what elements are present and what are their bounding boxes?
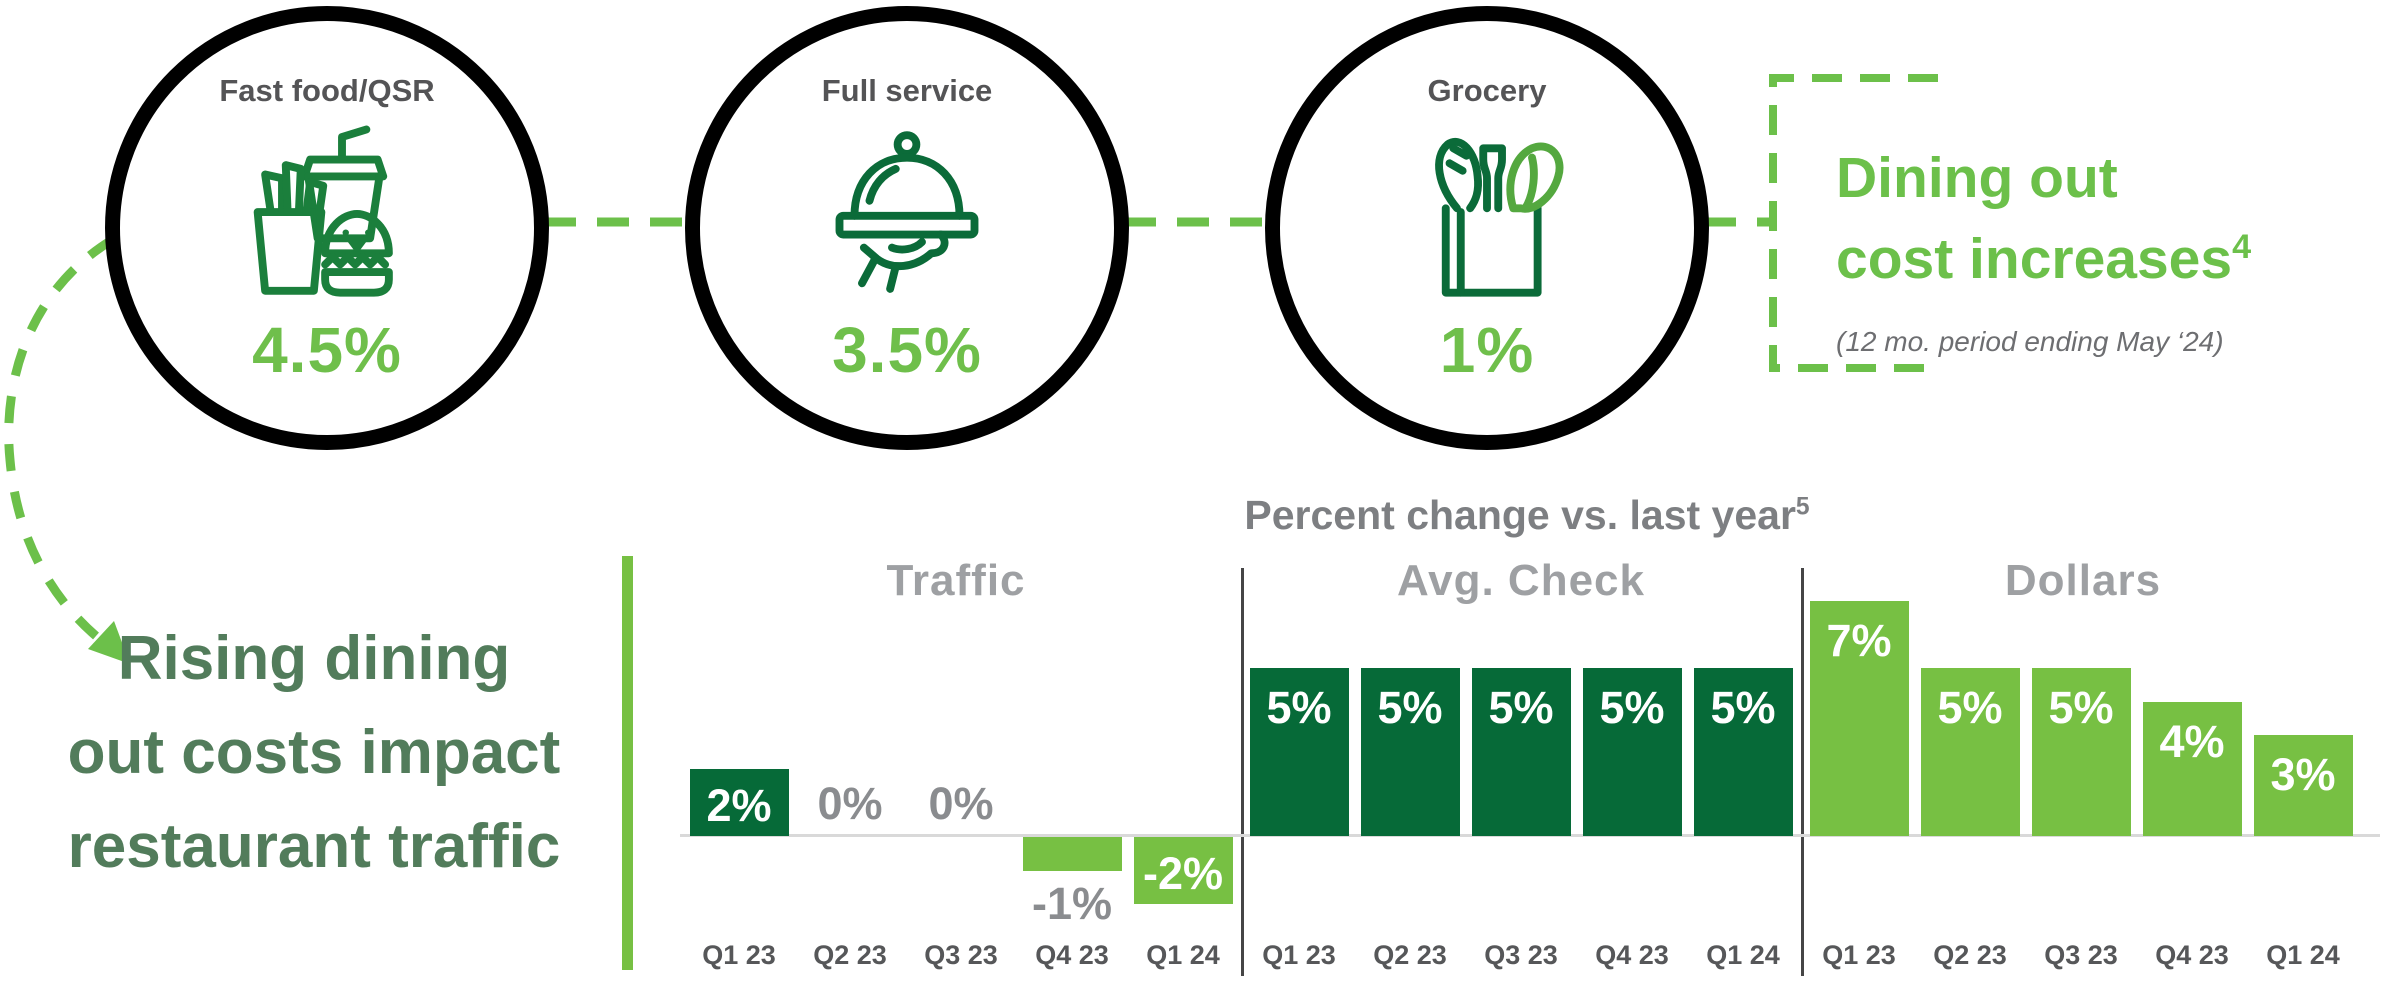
bar-value-label: -2% [1142, 848, 1224, 899]
quarter-label: Q1 24 [1146, 940, 1220, 970]
quarter-label: Q1 24 [2266, 940, 2340, 970]
footnote-marker: 5 [1795, 493, 1810, 521]
bar-value-label: 5% [1488, 682, 1554, 733]
stat-circle-full-service: Full service 3.5% [685, 6, 1129, 450]
bar-value-label: 5% [1937, 682, 2003, 733]
bar [1133, 837, 1233, 904]
section-label-traffic: Traffic [886, 556, 1026, 605]
stat-value: 1% [1439, 314, 1535, 386]
bar [2142, 702, 2242, 836]
quarter-label: Q2 23 [1373, 940, 1447, 970]
bar [1809, 601, 1909, 836]
quarter-label: Q2 23 [813, 940, 887, 970]
bar [689, 769, 789, 836]
chart-accent-line [622, 556, 633, 970]
stat-circle-grocery: Grocery 1% [1265, 6, 1709, 450]
quarter-label: Q4 23 [2155, 940, 2229, 970]
bar-value-label: 5% [1599, 682, 1665, 733]
callout-subtitle: (12 mo. period ending May ‘24) [1836, 325, 2224, 357]
bar [1471, 668, 1571, 836]
bar [1022, 837, 1122, 871]
bar [2031, 668, 2131, 836]
quarter-label: Q2 23 [1933, 940, 2007, 970]
bar-value-label: 5% [1377, 682, 1443, 733]
quarter-label: Q4 23 [1035, 940, 1109, 970]
section-label-dollars: Dollars [2004, 556, 2162, 605]
circle-label: Full service [821, 73, 993, 108]
quarter-label: Q1 24 [1706, 940, 1780, 970]
bar-value-label: 2% [706, 780, 772, 831]
bar-value-label: 5% [1266, 682, 1332, 733]
stat-circle-fast-food: Fast food/QSR 4.5% [105, 6, 549, 450]
note-line: restaurant traffic [67, 812, 561, 882]
bar-value-label: 7% [1826, 615, 1892, 666]
grocery-bag-icon [1387, 121, 1587, 303]
quarter-label: Q3 23 [1484, 940, 1558, 970]
rising-costs-note: Rising dining out costs impact restauran… [24, 612, 604, 895]
note-line: out costs impact [67, 718, 561, 788]
quarter-label: Q1 23 [1822, 940, 1896, 970]
chart-title: Percent change vs. last year5 [1244, 492, 1810, 538]
circle-label: Grocery [1427, 73, 1547, 108]
quarter-label: Q3 23 [2044, 940, 2118, 970]
bar-value-label: -1% [1031, 878, 1113, 929]
stat-value: 4.5% [252, 314, 402, 386]
quarter-label: Q1 23 [702, 940, 776, 970]
callout-title-line2: cost increases4 [1836, 226, 2252, 291]
dining-out-callout: Dining out cost increases4 (12 mo. perio… [1836, 138, 2251, 358]
bar-value-label: 5% [2048, 682, 2114, 733]
bar-value-label: 0% [817, 778, 883, 829]
fast-food-icon [221, 121, 433, 303]
circle-label: Fast food/QSR [219, 73, 435, 108]
bar [1920, 668, 2020, 836]
section-label-avg-check: Avg. Check [1396, 556, 1645, 605]
section-divider [1801, 568, 1804, 976]
curved-arrow [4, 236, 115, 640]
bar-value-label: 4% [2159, 716, 2225, 767]
footnote-marker: 4 [2232, 227, 2252, 266]
quarter-label: Q1 23 [1262, 940, 1336, 970]
quarter-label: Q4 23 [1595, 940, 1669, 970]
serving-cloche-icon [807, 121, 1007, 303]
bar [2253, 735, 2353, 836]
stat-value: 3.5% [832, 314, 982, 386]
bar [1582, 668, 1682, 836]
bar [1360, 668, 1460, 836]
section-divider [1241, 568, 1244, 976]
bar-value-label: 5% [1710, 682, 1776, 733]
bar [1249, 668, 1349, 836]
bar-value-label: 3% [2270, 749, 2336, 800]
quarter-label: Q3 23 [924, 940, 998, 970]
bar-value-label: 0% [928, 778, 994, 829]
callout-title-line1: Dining out [1836, 146, 2118, 210]
note-line: Rising dining [117, 624, 511, 693]
bar [1693, 668, 1793, 836]
